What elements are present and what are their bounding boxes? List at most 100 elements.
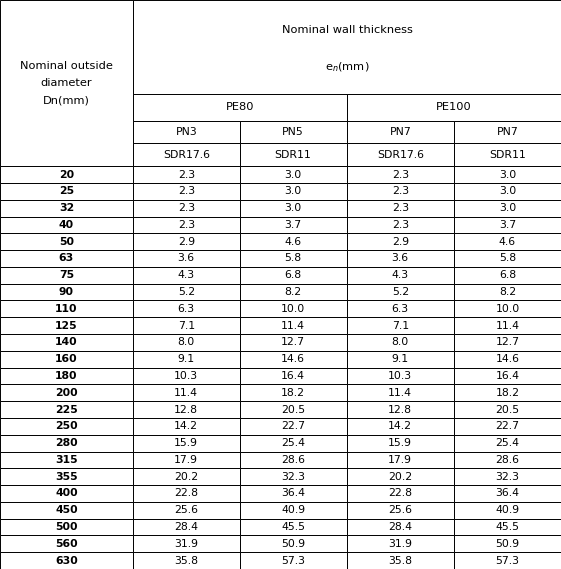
Bar: [133, 451, 240, 468]
Bar: [347, 143, 454, 166]
Bar: [454, 283, 561, 300]
Text: 110: 110: [55, 304, 78, 314]
Text: 25.6: 25.6: [388, 505, 412, 516]
Bar: [454, 401, 561, 418]
Text: 180: 180: [55, 371, 78, 381]
Text: 22.8: 22.8: [388, 488, 412, 498]
Text: 5.2: 5.2: [178, 287, 195, 297]
Text: 3.7: 3.7: [499, 220, 516, 230]
Text: 4.3: 4.3: [392, 270, 409, 281]
Text: 3.0: 3.0: [284, 186, 302, 196]
Bar: [133, 418, 240, 435]
Bar: [454, 121, 561, 143]
Text: 12.8: 12.8: [174, 405, 198, 415]
Bar: [454, 384, 561, 401]
Text: 125: 125: [55, 320, 78, 331]
Text: 14.6: 14.6: [495, 354, 519, 364]
Text: 280: 280: [55, 438, 78, 448]
Bar: [0, 283, 133, 300]
Text: 315: 315: [55, 455, 78, 465]
Bar: [0, 451, 133, 468]
Text: 6.8: 6.8: [284, 270, 302, 281]
Bar: [133, 552, 240, 569]
Text: SDR11: SDR11: [275, 150, 311, 160]
Text: 5.8: 5.8: [499, 253, 516, 263]
Text: PN3: PN3: [176, 127, 197, 137]
Text: 57.3: 57.3: [495, 555, 519, 566]
Bar: [0, 535, 133, 552]
Text: 2.3: 2.3: [392, 220, 409, 230]
Bar: [240, 267, 347, 283]
Bar: [0, 217, 133, 233]
Bar: [454, 552, 561, 569]
Bar: [240, 451, 347, 468]
Bar: [240, 401, 347, 418]
Text: 10.3: 10.3: [174, 371, 199, 381]
Text: 20: 20: [59, 170, 74, 180]
Text: 7.1: 7.1: [178, 320, 195, 331]
Bar: [133, 250, 240, 267]
Text: 140: 140: [55, 337, 78, 348]
Text: 31.9: 31.9: [174, 539, 198, 549]
Bar: [347, 233, 454, 250]
Bar: [240, 468, 347, 485]
Text: 6.3: 6.3: [178, 304, 195, 314]
Text: 32.3: 32.3: [495, 472, 519, 482]
Bar: [347, 300, 454, 317]
Bar: [240, 250, 347, 267]
Text: PN7: PN7: [496, 127, 518, 137]
Bar: [347, 418, 454, 435]
Bar: [0, 267, 133, 283]
Text: 3.0: 3.0: [284, 170, 302, 180]
Text: 2.3: 2.3: [178, 170, 195, 180]
Text: 75: 75: [59, 270, 74, 281]
Text: 6.3: 6.3: [392, 304, 409, 314]
Bar: [454, 368, 561, 384]
Text: 36.4: 36.4: [495, 488, 519, 498]
Text: 35.8: 35.8: [174, 555, 198, 566]
Text: Nominal wall thickness: Nominal wall thickness: [282, 25, 412, 35]
Text: 17.9: 17.9: [388, 455, 412, 465]
Bar: [454, 518, 561, 535]
Bar: [0, 401, 133, 418]
Bar: [347, 334, 454, 351]
Text: 225: 225: [55, 405, 78, 415]
Bar: [454, 317, 561, 334]
Bar: [133, 217, 240, 233]
Bar: [454, 300, 561, 317]
Bar: [454, 451, 561, 468]
Text: 3.0: 3.0: [284, 203, 302, 213]
Text: 3.7: 3.7: [284, 220, 302, 230]
Bar: [347, 451, 454, 468]
Bar: [133, 94, 347, 121]
Bar: [0, 468, 133, 485]
Text: 28.4: 28.4: [388, 522, 412, 532]
Text: PN5: PN5: [282, 127, 304, 137]
Bar: [240, 351, 347, 368]
Bar: [347, 401, 454, 418]
Text: 50.9: 50.9: [495, 539, 519, 549]
Bar: [0, 300, 133, 317]
Text: 25: 25: [59, 186, 74, 196]
Bar: [240, 300, 347, 317]
Text: 28.6: 28.6: [281, 455, 305, 465]
Text: 20.2: 20.2: [388, 472, 412, 482]
Text: 12.7: 12.7: [495, 337, 519, 348]
Text: 2.3: 2.3: [392, 186, 409, 196]
Bar: [347, 384, 454, 401]
Text: 32: 32: [59, 203, 74, 213]
Text: 12.8: 12.8: [388, 405, 412, 415]
Bar: [133, 384, 240, 401]
Text: 250: 250: [55, 421, 78, 431]
Bar: [240, 143, 347, 166]
Bar: [133, 401, 240, 418]
Bar: [240, 233, 347, 250]
Bar: [0, 317, 133, 334]
Bar: [133, 183, 240, 200]
Text: 90: 90: [59, 287, 74, 297]
Text: 25.4: 25.4: [281, 438, 305, 448]
Bar: [133, 368, 240, 384]
Bar: [133, 518, 240, 535]
Text: 7.1: 7.1: [392, 320, 409, 331]
Text: Nominal outside
diameter
Dn(mm): Nominal outside diameter Dn(mm): [20, 61, 113, 105]
